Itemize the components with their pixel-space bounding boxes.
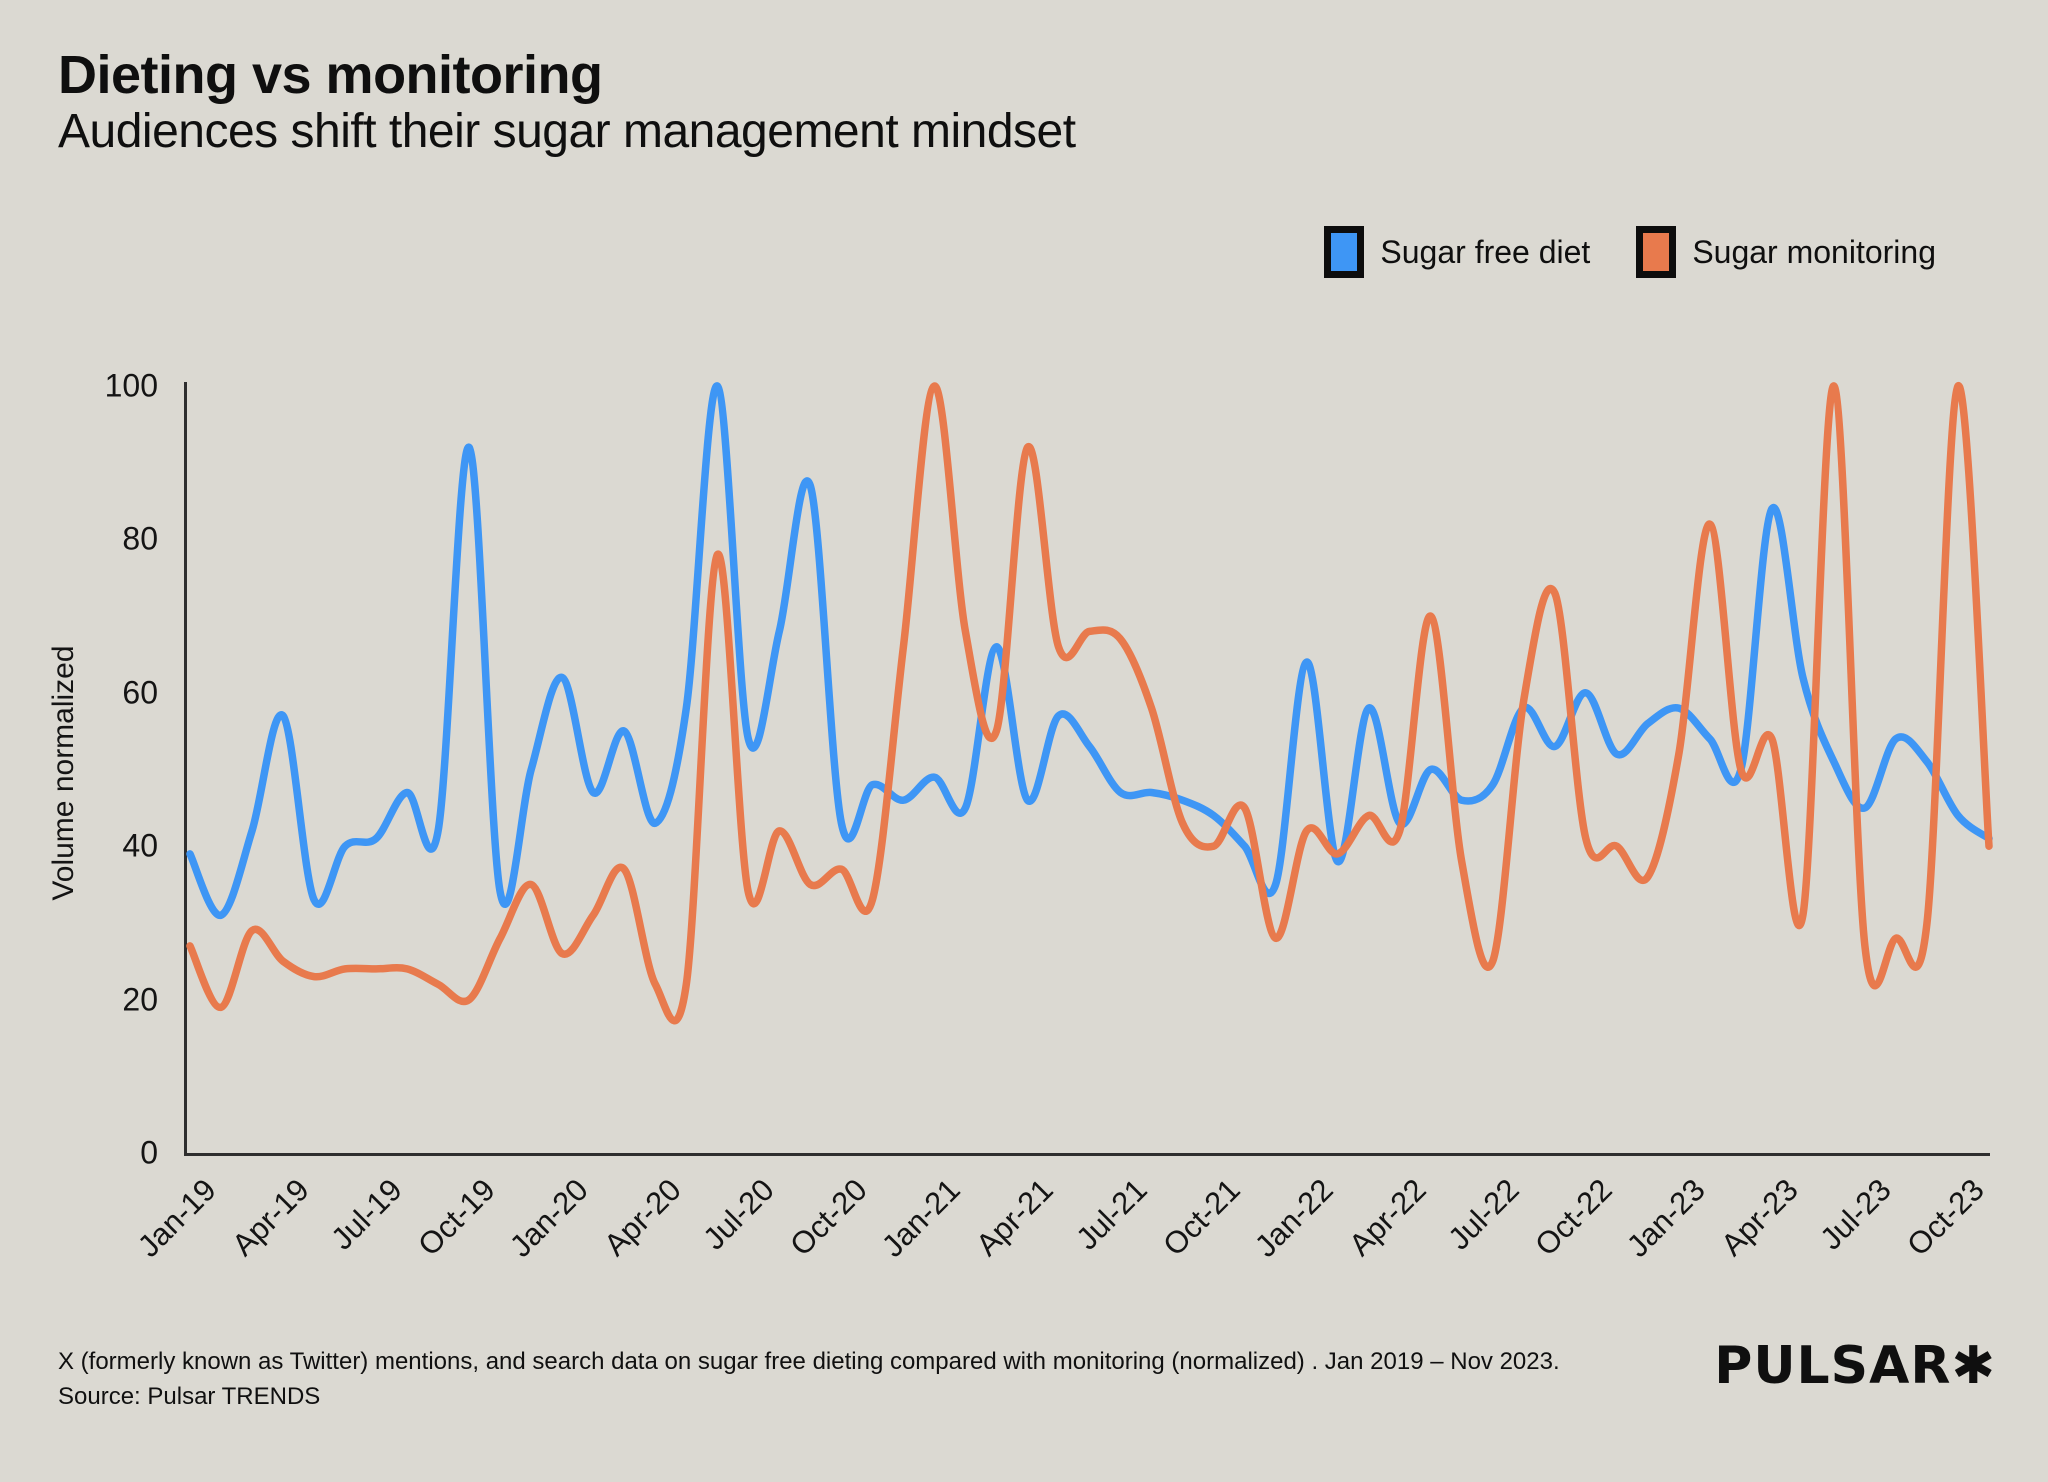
footer: X (formerly known as Twitter) mentions, …	[58, 1344, 1560, 1414]
legend-entry-sugar-free-diet: Sugar free diet	[1324, 226, 1590, 278]
y-tick-label: 100	[104, 367, 158, 404]
asterisk-icon: ✱	[1951, 1336, 1996, 1396]
pulsar-logo: PULSAR✱	[1714, 1336, 1996, 1396]
legend-swatch-orange-icon	[1636, 226, 1677, 278]
logo-text: PULSAR	[1714, 1336, 1952, 1396]
page-title: Dieting vs monitoring	[58, 45, 603, 105]
legend: Sugar free diet Sugar monitoring	[1324, 226, 1936, 278]
legend-swatch-blue-icon	[1324, 226, 1365, 278]
x-tick-label: Oct-23	[1900, 1172, 1991, 1263]
y-tick-label: 0	[140, 1134, 158, 1171]
footer-caption: X (formerly known as Twitter) mentions, …	[58, 1348, 1560, 1375]
legend-label: Sugar monitoring	[1692, 233, 1936, 270]
series-sugar-free-diet-line	[186, 382, 1993, 919]
legend-label: Sugar free diet	[1380, 233, 1591, 270]
y-axis-title: Volume normalized	[47, 645, 80, 901]
y-tick-label: 40	[122, 827, 158, 864]
y-tick-label: 20	[122, 981, 158, 1018]
legend-entry-sugar-monitoring: Sugar monitoring	[1636, 226, 1936, 278]
footer-source: Source: Pulsar TRENDS	[58, 1383, 321, 1410]
y-tick-label: 80	[122, 520, 158, 557]
page-subtitle: Audiences shift their sugar management m…	[58, 105, 1076, 158]
y-tick-label: 60	[122, 674, 158, 711]
series-sugar-monitoring-line	[186, 382, 1993, 1025]
